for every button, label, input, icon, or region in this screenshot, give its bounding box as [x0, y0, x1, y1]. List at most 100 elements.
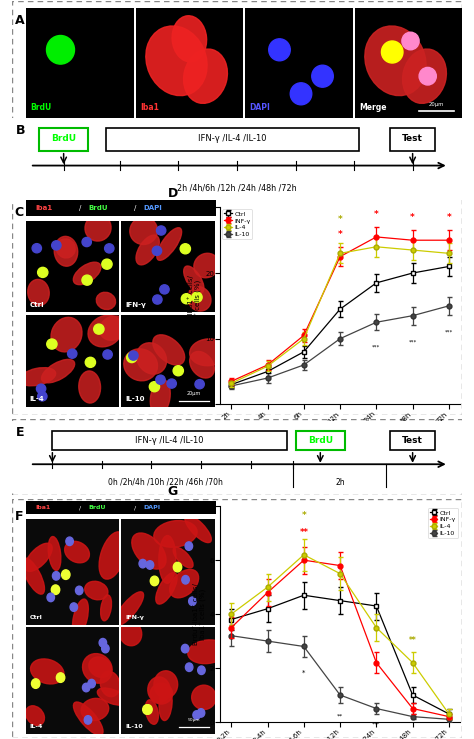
Circle shape — [105, 244, 114, 253]
Text: BrdU: BrdU — [51, 134, 76, 143]
Text: IFN-γ /IL-4 /IL-10: IFN-γ /IL-4 /IL-10 — [198, 134, 267, 143]
Text: IFN-γ: IFN-γ — [125, 615, 144, 620]
Ellipse shape — [146, 26, 207, 95]
Text: Iba1: Iba1 — [36, 205, 53, 211]
Bar — [390, 431, 435, 450]
Circle shape — [144, 705, 152, 715]
Ellipse shape — [190, 339, 227, 366]
Circle shape — [47, 593, 55, 602]
Bar — [296, 431, 345, 450]
Text: Test: Test — [402, 134, 423, 143]
Text: BrdU: BrdU — [89, 205, 108, 211]
Text: Ctrl: Ctrl — [30, 615, 43, 620]
Circle shape — [101, 644, 109, 653]
Ellipse shape — [89, 657, 111, 678]
Circle shape — [192, 292, 202, 302]
Ellipse shape — [157, 228, 182, 260]
Ellipse shape — [73, 599, 88, 636]
Circle shape — [160, 285, 169, 294]
Ellipse shape — [365, 26, 426, 95]
Ellipse shape — [100, 316, 127, 340]
Circle shape — [127, 353, 137, 363]
Circle shape — [99, 638, 107, 647]
Ellipse shape — [402, 49, 447, 103]
Text: DAPI: DAPI — [249, 103, 270, 112]
Text: BrdU: BrdU — [308, 436, 333, 445]
Circle shape — [85, 357, 96, 367]
Ellipse shape — [156, 573, 177, 604]
Ellipse shape — [154, 671, 178, 698]
Text: 50μm: 50μm — [188, 718, 201, 722]
Ellipse shape — [51, 317, 82, 352]
Ellipse shape — [42, 359, 75, 383]
Ellipse shape — [187, 287, 211, 311]
Ellipse shape — [150, 684, 173, 704]
Circle shape — [290, 83, 312, 105]
Text: E: E — [16, 426, 25, 439]
Ellipse shape — [26, 706, 45, 726]
Text: 20μm: 20μm — [428, 102, 444, 107]
Text: F: F — [15, 511, 23, 523]
Ellipse shape — [73, 262, 101, 285]
Circle shape — [182, 576, 189, 584]
Circle shape — [103, 350, 112, 359]
Circle shape — [150, 576, 159, 586]
Text: BrdU: BrdU — [30, 103, 52, 112]
Text: **: ** — [299, 528, 308, 537]
Circle shape — [139, 559, 146, 568]
Circle shape — [173, 366, 183, 376]
Text: D: D — [168, 186, 178, 200]
Circle shape — [152, 246, 162, 256]
Circle shape — [56, 672, 65, 682]
Text: ***: *** — [372, 721, 381, 726]
Circle shape — [198, 666, 205, 675]
Ellipse shape — [194, 253, 219, 278]
Text: /: / — [79, 205, 82, 211]
Legend: Ctrl, INF-γ, IL-4, IL-10: Ctrl, INF-γ, IL-4, IL-10 — [222, 209, 252, 239]
Circle shape — [66, 537, 73, 545]
Circle shape — [31, 679, 40, 688]
Text: BrdU: BrdU — [89, 505, 106, 510]
Circle shape — [37, 268, 48, 277]
Text: *: * — [337, 230, 343, 239]
Ellipse shape — [96, 292, 116, 310]
Ellipse shape — [173, 547, 193, 568]
Bar — [52, 431, 286, 450]
Text: ***: *** — [409, 339, 417, 344]
Text: IL-10: IL-10 — [125, 396, 145, 402]
Ellipse shape — [124, 349, 157, 381]
Circle shape — [197, 709, 205, 717]
Circle shape — [173, 562, 182, 572]
Ellipse shape — [132, 533, 166, 569]
Circle shape — [402, 33, 419, 50]
Circle shape — [312, 65, 333, 87]
Ellipse shape — [137, 343, 166, 374]
Circle shape — [37, 392, 47, 401]
Text: 2h: 2h — [336, 477, 346, 487]
Ellipse shape — [119, 621, 142, 646]
Ellipse shape — [184, 266, 204, 293]
Circle shape — [52, 241, 61, 250]
Circle shape — [129, 351, 138, 360]
Text: DAPI: DAPI — [144, 505, 161, 510]
Text: Test: Test — [402, 436, 423, 445]
Circle shape — [180, 244, 191, 253]
Circle shape — [82, 684, 90, 692]
Circle shape — [32, 244, 41, 253]
Ellipse shape — [48, 537, 61, 571]
Text: A: A — [15, 13, 24, 27]
Circle shape — [153, 295, 162, 304]
Bar — [106, 128, 358, 151]
Ellipse shape — [85, 582, 108, 600]
Ellipse shape — [99, 532, 127, 579]
Text: /: / — [134, 505, 136, 510]
Ellipse shape — [159, 536, 176, 583]
Circle shape — [182, 293, 191, 304]
Circle shape — [419, 67, 437, 85]
Circle shape — [185, 663, 193, 672]
Circle shape — [382, 41, 403, 63]
Circle shape — [102, 259, 112, 269]
Text: **: ** — [409, 636, 417, 645]
Text: Ctrl: Ctrl — [30, 302, 45, 308]
Ellipse shape — [148, 677, 170, 703]
